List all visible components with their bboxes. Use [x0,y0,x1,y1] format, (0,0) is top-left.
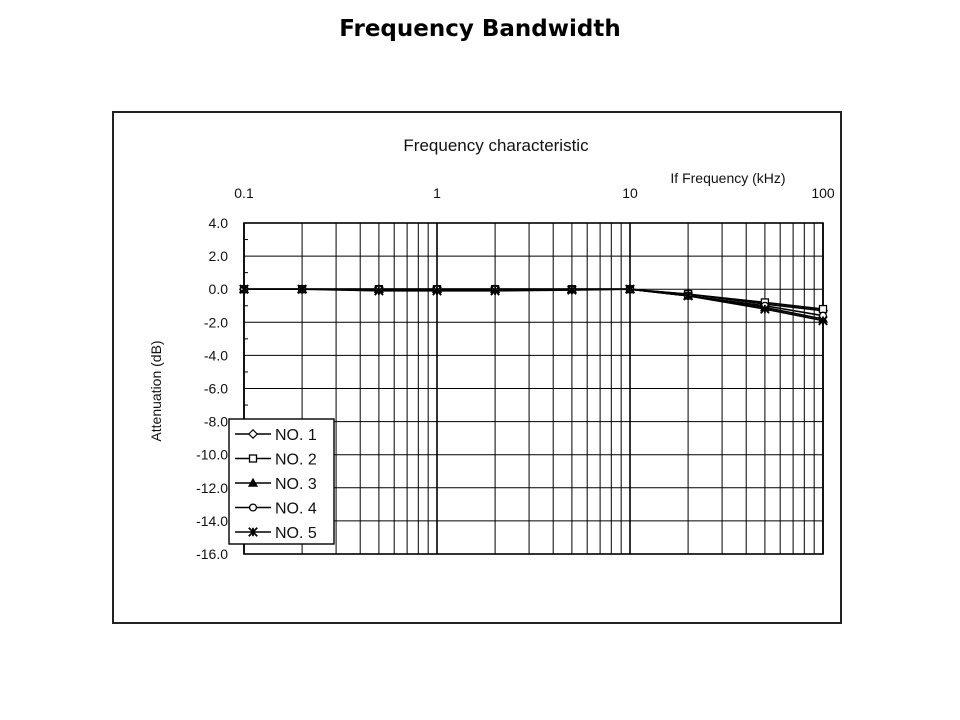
marker-circle [248,503,258,512]
series-layer [238,283,829,326]
legend-item: NO. 3 [235,476,317,493]
marker-diamond [247,428,259,440]
series-line [244,288,824,310]
y-tick-label: -14.0 [196,513,228,529]
marker-star [760,304,770,314]
y-tick-label: -12.0 [196,480,228,496]
series-line [244,288,824,322]
legend-item: NO. 5 [235,525,317,542]
marker-star [297,284,307,295]
grid [243,222,824,555]
plot-area-border [243,222,824,555]
y-tick-label: -16.0 [196,546,228,562]
y-tick-label: -6.0 [204,381,228,397]
legend-label: NO. 1 [275,427,317,444]
slide-title: Frequency Bandwidth [339,16,621,42]
y-tick-label: -4.0 [204,347,228,363]
marker-star [248,527,258,537]
chart-frame: Frequency characteristic If Frequency (k… [112,111,842,624]
marker-star [490,286,500,296]
marker-square [818,304,828,314]
series-line [244,288,824,317]
legend-label: NO. 2 [275,452,317,469]
chart-title: Frequency characteristic [403,136,589,155]
x-tick-label: 0.1 [234,185,254,201]
marker-star [567,285,577,295]
x-tick-label: 100 [811,185,835,201]
legend-item: NO. 1 [235,427,317,444]
legend-label: NO. 4 [275,501,317,518]
y-tick-label: 2.0 [209,248,229,264]
x-tick-label: 1 [433,185,441,201]
marker-star [239,284,249,295]
y-tick-label: 0.0 [209,281,229,297]
marker-star [432,286,442,296]
x-axis-label: If Frequency (kHz) [670,170,785,186]
y-tick-label: -8.0 [204,414,228,430]
tick-labels: 0.1 1 10 100 4.0 2.0 0.0 -2.0 -4.0 -6.0 -8.0 -10.0 -… [196,185,835,562]
y-axis-label: Attenuation (dB) [148,340,164,441]
legend-item: NO. 2 [235,452,317,469]
marker-star [683,290,693,301]
legend-label: NO. 5 [275,525,317,542]
y-tick-label: 4.0 [209,215,229,231]
y-tick-label: -2.0 [204,314,228,330]
x-tick-label: 10 [622,185,638,201]
marker-star [818,315,828,326]
y-tick-label: -10.0 [196,447,228,463]
series-5 [239,284,828,326]
legend-box [228,418,335,545]
frequency-chart: Frequency characteristic If Frequency (k… [148,136,835,562]
marker-square [248,454,258,463]
legend-label: NO. 3 [275,476,317,493]
legend-item: NO. 4 [235,501,317,518]
marker-star [374,286,384,296]
marker-star [625,284,635,295]
marker-triangle [247,477,259,487]
legend: NO. 1 NO. 2 NO. 3 NO. 4 NO. 5 [228,418,335,545]
